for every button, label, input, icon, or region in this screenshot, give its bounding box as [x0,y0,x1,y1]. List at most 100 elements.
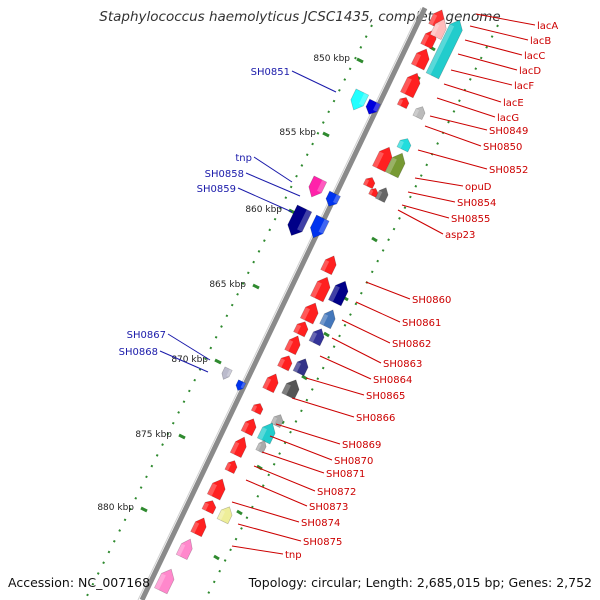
gene-arrow [400,72,421,99]
gene-label[interactable]: SH0851 [251,67,290,78]
gene-arrow [255,440,267,454]
track-mark [236,509,243,516]
gene-label[interactable]: SH0874 [301,518,340,529]
leader-line [450,69,513,86]
leader-line [245,479,308,507]
gene-arrow [308,328,325,347]
tick-label: 850 kbp [313,54,350,64]
genome-backbone-highlight [137,7,422,600]
gene-arrow [310,214,330,239]
gene-label[interactable]: SH0862 [392,339,431,350]
gene-label[interactable]: SH0849 [489,126,528,137]
leader-line [365,281,411,300]
tick-label: 860 kbp [245,205,282,215]
gene-label[interactable]: asp23 [445,230,475,241]
gene-arrow [320,255,337,276]
gene-label[interactable]: SH0873 [309,502,348,513]
leader-line [443,83,502,103]
gene-arrow [270,414,284,428]
gene-label[interactable]: SH0868 [119,347,158,358]
gene-label[interactable]: lacF [514,81,534,92]
gene-arrow [277,355,293,372]
gene-features [154,9,463,595]
gene-arrow [281,379,300,400]
leader-line [436,97,496,118]
gene-label[interactable]: lacA [537,21,558,32]
gene-label[interactable]: lacG [497,113,519,124]
gene-label[interactable]: SH0867 [127,330,166,341]
inner-dotted-track [204,24,499,600]
tick-label: 865 kbp [209,280,246,290]
gene-arrow [175,538,193,561]
gene-arrow [410,48,430,71]
gene-label[interactable]: SH0872 [317,487,356,498]
leader-line [253,465,316,492]
tick-label: 875 kbp [135,430,172,440]
leader-line [341,319,391,344]
leader-line [414,177,464,187]
gene-label[interactable]: SH0866 [356,413,395,424]
gene-arrow [190,517,207,538]
tick-label: 880 kbp [97,503,134,513]
leader-line [429,115,488,131]
genome-title: Staphylococcus haemolyticus JCSC1435, co… [99,9,501,25]
gene-label[interactable]: SH0850 [483,142,522,153]
gene-arrow [229,436,247,459]
gene-label[interactable]: SH0858 [205,169,244,180]
kbp-ticks: 850 kbp 855 kbp 860 kbp 865 kbp 870 kbp 875 k… [97,45,436,561]
gene-label[interactable]: tnp [235,153,252,164]
leader-line [291,397,355,418]
gene-label[interactable]: SH0865 [366,391,405,402]
leader-line [417,149,488,170]
gene-arrow [396,97,410,110]
genome-backbone [139,6,428,600]
leader-line [457,53,518,71]
gene-label[interactable]: SH0875 [303,537,342,548]
gene-label[interactable]: SH0855 [451,214,490,225]
gene-arrow [221,366,233,380]
gene-label[interactable]: tnp [285,550,302,561]
leader-line [231,501,300,523]
gene-arrow [216,506,233,525]
gene-arrow [368,188,379,198]
gene-label[interactable]: SH0852 [489,165,528,176]
gene-label[interactable]: SH0854 [457,198,496,209]
leader-line [355,301,401,323]
leader-line [245,172,301,197]
tick-mark [140,506,148,513]
gene-arrow [350,88,370,111]
gene-label[interactable]: SH0869 [342,440,381,451]
gene-arrow [256,422,276,445]
gene-label[interactable]: lacB [530,36,551,47]
gene-label[interactable]: opuD [465,182,492,193]
gene-label[interactable]: SH0863 [383,359,422,370]
gene-label[interactable]: SH0859 [197,184,236,195]
gene-arrow [365,98,381,115]
gene-arrow [224,460,238,474]
gene-arrow [396,138,412,153]
gene-label[interactable]: lacE [503,98,524,109]
gene-arrow [362,177,376,190]
gene-label[interactable]: SH0860 [412,295,451,306]
tick-mark [356,57,364,64]
gene-arrow [293,321,309,338]
gene-arrow [284,335,301,356]
leader-line [291,70,337,93]
gene-label[interactable]: lacD [519,66,541,77]
gene-label[interactable]: SH0864 [373,375,412,386]
gene-label[interactable]: SH0871 [326,469,365,480]
tick-mark [322,131,330,138]
gene-arrow [206,478,226,501]
leader-line [401,204,450,219]
gene-arrow [262,373,279,394]
track-mark [213,554,220,561]
right-gene-labels: lacA lacB lacC lacD lacF lacE lacG SH0849 SH0850… [231,13,558,561]
gene-label[interactable]: SH0861 [402,318,441,329]
gene-label[interactable]: SH0870 [334,456,373,467]
gene-label[interactable]: lacC [524,51,545,62]
gene-arrow [385,152,406,179]
leader-line [275,423,341,445]
gene-arrow [154,568,175,595]
gene-arrow [235,379,247,391]
